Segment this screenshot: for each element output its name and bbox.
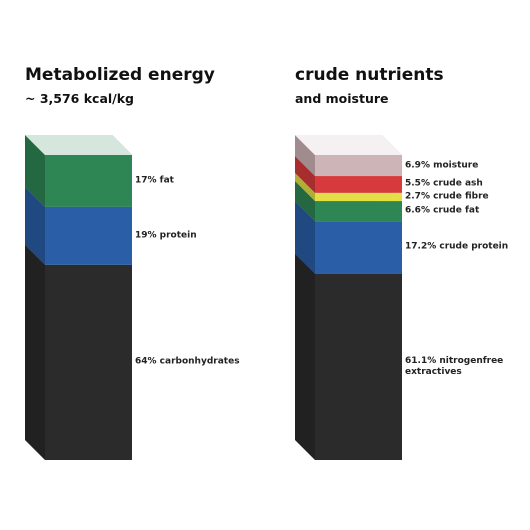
segment-side	[25, 186, 45, 265]
segment-side-shade	[295, 181, 315, 222]
segment-side	[295, 135, 315, 177]
segment-front	[315, 273, 402, 460]
chart-title: Metabolized energy	[25, 65, 215, 85]
segment-side	[295, 201, 315, 274]
value-label: 19% protein	[135, 230, 197, 241]
column-top-light	[295, 135, 402, 155]
segment-side-shade	[25, 186, 45, 265]
segment-side	[25, 135, 45, 207]
value-label: 5.5% crude ash	[405, 178, 483, 189]
segment-side	[295, 253, 315, 460]
segment-side	[25, 244, 45, 460]
segment-front	[315, 176, 402, 193]
value-label: 61.1% nitrogenfree extractives	[405, 355, 504, 377]
segment-side	[295, 172, 315, 202]
segment-front	[45, 206, 132, 265]
segment-front	[315, 155, 402, 177]
value-label: 64% carbonhydrates	[135, 356, 240, 367]
segment-side-shade	[295, 135, 315, 177]
segment-front	[315, 221, 402, 274]
segment-side-shade	[295, 201, 315, 274]
segment-front	[45, 155, 132, 207]
value-label: 17.2% crude protein	[405, 241, 509, 252]
segment-side	[295, 156, 315, 193]
chart-subtitle: ~ 3,576 kcal/kg	[25, 91, 134, 106]
segment-side-shade	[295, 253, 315, 460]
segment-front	[315, 201, 402, 222]
segment-front	[45, 264, 132, 460]
value-label: 6.9% moisture	[405, 160, 479, 171]
value-label: 2.7% crude fibre	[405, 191, 489, 202]
segment-side-shade	[295, 156, 315, 193]
value-label: 6.6% crude fat	[405, 205, 480, 216]
value-label: 17% fat	[135, 175, 174, 186]
segment-front	[315, 192, 402, 202]
chart-subtitle: and moisture	[295, 91, 389, 106]
chart-title: crude nutrients	[295, 65, 444, 85]
segment-side-shade	[295, 172, 315, 202]
segment-side	[295, 181, 315, 222]
segment-side-shade	[25, 244, 45, 460]
segment-side-shade	[25, 135, 45, 207]
column-top-light	[25, 135, 132, 155]
